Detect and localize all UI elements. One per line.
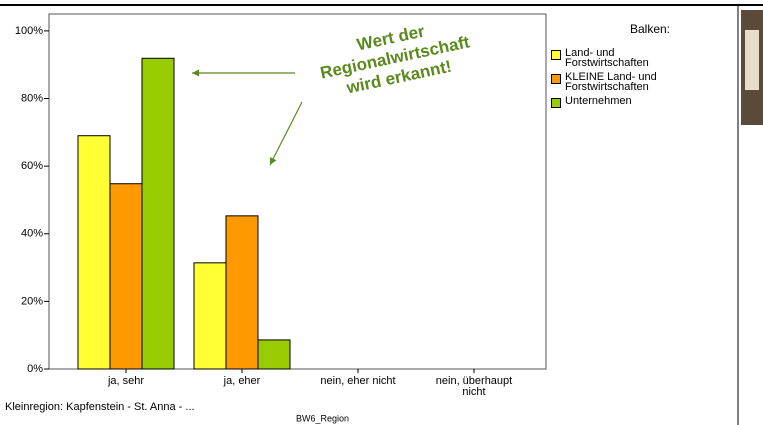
x-tick-label: ja, sehr: [107, 375, 145, 387]
arrow: [269, 101, 303, 166]
legend-swatch: [551, 50, 561, 60]
legend-label: Land- und Forstwirtschaften: [565, 47, 649, 69]
x-tick-label: nein, eher nicht: [320, 375, 396, 387]
plot-frame: [48, 13, 547, 370]
bar: [193, 262, 227, 370]
legend-swatch: [551, 74, 561, 84]
bar: [77, 135, 111, 370]
x-tick-label: ja, eher: [223, 375, 261, 387]
bar: [109, 183, 143, 370]
bar: [225, 215, 259, 370]
bar: [141, 57, 175, 370]
y-tick-label: 20%: [21, 295, 43, 307]
x-axis-title: BW6_Region: [296, 413, 349, 423]
legend-label: Unternehmen: [565, 95, 632, 107]
bar: [257, 339, 291, 370]
photo-detail: [745, 30, 759, 90]
y-tick-label: 60%: [21, 160, 43, 172]
x-tick-label: nein, überhaupt nicht: [435, 375, 513, 398]
y-tick-label: 0%: [27, 363, 43, 375]
legend-title: Balken:: [630, 22, 670, 36]
y-tick-label: 100%: [15, 25, 43, 37]
legend-swatch: [551, 98, 561, 108]
legend-label: KLEINE Land- und Forstwirtschaften: [565, 71, 657, 93]
y-tick-label: 40%: [21, 228, 43, 240]
y-tick-label: 80%: [21, 92, 43, 104]
footnote: Kleinregion: Kapfenstein - St. Anna - ..…: [5, 401, 195, 413]
